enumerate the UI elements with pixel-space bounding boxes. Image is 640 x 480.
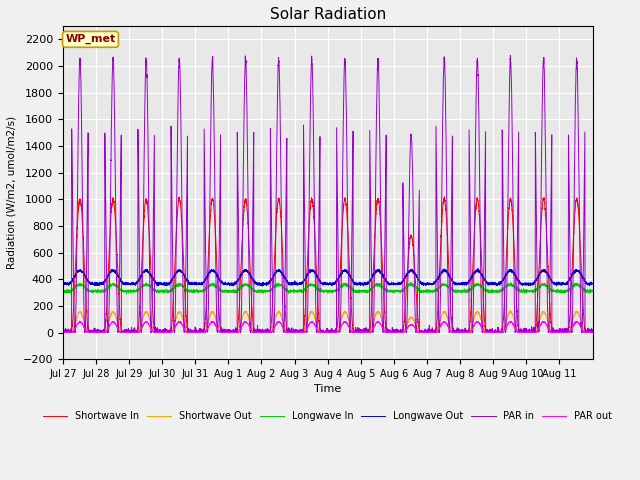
- Shortwave Out: [513, 325, 520, 331]
- PAR in: [589, 330, 596, 336]
- PAR in: [169, 263, 177, 268]
- Shortwave In: [348, 303, 355, 309]
- PAR in: [506, 52, 514, 58]
- Shortwave Out: [59, 329, 67, 335]
- Longwave In: [589, 288, 596, 294]
- Shortwave Out: [376, 310, 383, 316]
- Longwave Out: [589, 280, 596, 286]
- Shortwave Out: [275, 308, 282, 314]
- Title: Solar Radiation: Solar Radiation: [269, 7, 386, 22]
- Shortwave Out: [348, 326, 355, 332]
- Shortwave In: [513, 299, 520, 305]
- PAR in: [499, 176, 507, 181]
- PAR in: [473, 64, 481, 70]
- Text: WP_met: WP_met: [65, 34, 116, 45]
- Longwave Out: [259, 283, 266, 289]
- Longwave Out: [474, 266, 482, 272]
- PAR out: [499, 329, 507, 335]
- Longwave Out: [169, 276, 177, 282]
- PAR in: [513, 293, 520, 299]
- PAR out: [473, 319, 481, 325]
- PAR in: [59, 326, 67, 332]
- Y-axis label: Radiation (W/m2, umol/m2/s): Radiation (W/m2, umol/m2/s): [7, 116, 17, 269]
- Shortwave Out: [59, 330, 67, 336]
- Longwave In: [348, 285, 355, 290]
- PAR out: [348, 328, 355, 334]
- Longwave Out: [59, 279, 67, 285]
- Longwave In: [473, 282, 481, 288]
- Shortwave Out: [589, 329, 596, 335]
- PAR in: [348, 287, 355, 293]
- Shortwave In: [440, 194, 448, 200]
- PAR out: [76, 318, 84, 324]
- Longwave Out: [348, 276, 355, 282]
- Shortwave In: [473, 195, 481, 201]
- PAR out: [589, 330, 596, 336]
- Longwave Out: [513, 275, 520, 281]
- Shortwave Out: [499, 328, 507, 334]
- Longwave In: [169, 286, 177, 291]
- X-axis label: Time: Time: [314, 384, 341, 395]
- Longwave In: [59, 288, 67, 293]
- PAR out: [59, 330, 67, 336]
- Line: Longwave Out: Longwave Out: [63, 269, 593, 286]
- Longwave Out: [473, 269, 481, 275]
- PAR in: [59, 330, 67, 336]
- Longwave In: [499, 288, 507, 294]
- Shortwave In: [589, 329, 596, 335]
- Shortwave In: [59, 330, 67, 336]
- PAR out: [513, 328, 520, 334]
- PAR in: [376, 112, 383, 118]
- Longwave In: [376, 283, 383, 288]
- PAR out: [169, 328, 177, 334]
- Line: PAR in: PAR in: [63, 55, 593, 333]
- Shortwave In: [169, 309, 177, 314]
- Line: Longwave In: Longwave In: [63, 283, 593, 294]
- Shortwave In: [59, 329, 67, 335]
- PAR out: [376, 320, 383, 325]
- Longwave In: [513, 285, 520, 291]
- Line: PAR out: PAR out: [63, 321, 593, 333]
- Line: Shortwave Out: Shortwave Out: [63, 311, 593, 333]
- Legend: Shortwave In, Shortwave Out, Longwave In, Longwave Out, PAR in, PAR out: Shortwave In, Shortwave Out, Longwave In…: [39, 408, 616, 425]
- Shortwave Out: [169, 326, 177, 332]
- Longwave Out: [499, 276, 507, 282]
- Longwave In: [407, 280, 415, 286]
- Line: Shortwave In: Shortwave In: [63, 197, 593, 333]
- Longwave Out: [376, 267, 383, 273]
- Shortwave Out: [473, 309, 481, 314]
- Longwave In: [123, 291, 131, 297]
- Shortwave In: [376, 206, 383, 212]
- Shortwave In: [499, 321, 507, 326]
